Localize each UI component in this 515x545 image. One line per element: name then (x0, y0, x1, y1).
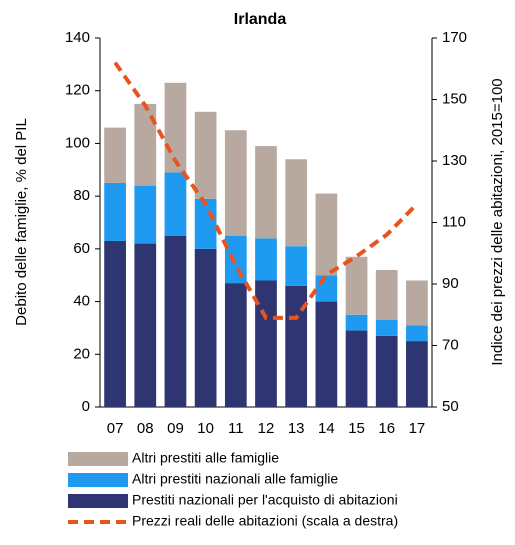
bar-segment (255, 238, 277, 281)
x-tick-label: 10 (197, 420, 214, 437)
bar-segment (345, 314, 368, 331)
bar-segment (164, 235, 187, 407)
bar-segment (134, 185, 157, 244)
bar-segment (194, 198, 217, 249)
legend-swatch (68, 494, 128, 508)
bar-segment (345, 256, 368, 315)
y-axis-label: Debito delle famiglie, % del PIL (13, 118, 30, 326)
bar-segment (285, 159, 308, 247)
y-tick-label: 60 (73, 240, 90, 257)
bar-segment (375, 269, 398, 321)
legend-label: Prezzi reali delle abitazioni (scala a d… (132, 513, 398, 529)
y2-tick-label: 150 (442, 90, 467, 107)
y-tick-label: 120 (65, 82, 90, 99)
legend-label: Altri prestiti alle famiglie (132, 450, 279, 466)
y-tick-label: 80 (73, 187, 90, 204)
bar-segment (224, 130, 247, 236)
x-tick-label: 15 (348, 420, 365, 437)
bar-segment (104, 182, 126, 241)
x-tick-label: 13 (288, 420, 305, 437)
y2-axis-label: Indice dei prezzi delle abitazioni, 2015… (489, 78, 506, 365)
x-tick-label: 11 (228, 420, 244, 437)
y-tick-label: 20 (73, 345, 90, 362)
y-tick-label: 0 (82, 398, 90, 415)
legend-swatch (68, 473, 128, 487)
y-tick-label: 100 (65, 134, 90, 151)
bar-segment (255, 146, 277, 239)
bar-segment (104, 240, 126, 407)
bar-segment (375, 320, 398, 336)
bar-segment (406, 325, 428, 342)
bar-segment (164, 172, 187, 236)
bar-segment (194, 248, 217, 407)
chart-title: Irlanda (234, 11, 287, 28)
x-tick-label: 17 (409, 420, 426, 437)
bar-segment (315, 275, 338, 302)
bar-segment (224, 283, 247, 407)
bar-segment (315, 301, 338, 407)
legend-swatch (68, 452, 128, 466)
bar-segment (134, 243, 157, 407)
y-tick-label: 140 (65, 29, 90, 46)
x-tick-label: 12 (258, 420, 275, 437)
y2-tick-label: 130 (442, 152, 467, 169)
bar-segment (406, 280, 428, 326)
bar-segment (315, 193, 338, 276)
x-tick-label: 16 (378, 420, 395, 437)
x-tick-label: 07 (107, 420, 124, 437)
legend-label: Prestiti nazionali per l'acquisto di abi… (132, 492, 398, 508)
x-tick-label: 08 (137, 420, 154, 437)
bar-segment (134, 103, 157, 186)
x-tick-label: 09 (167, 420, 184, 437)
x-tick-label: 14 (318, 420, 335, 437)
bar-segment (375, 335, 398, 407)
bar-segment (194, 111, 217, 199)
bar-segment (345, 330, 368, 407)
bar-segment (104, 127, 126, 183)
y2-tick-label: 110 (442, 213, 466, 230)
y-tick-label: 40 (73, 293, 90, 310)
bar-segment (285, 246, 308, 286)
y2-tick-label: 50 (442, 398, 459, 415)
y2-tick-label: 70 (442, 336, 459, 353)
y2-tick-label: 170 (442, 29, 467, 46)
y2-tick-label: 90 (442, 275, 459, 292)
bar-segment (406, 341, 428, 407)
legend-label: Altri prestiti nazionali alle famiglie (132, 471, 338, 487)
line-series (113, 61, 419, 320)
bar-segment (255, 280, 277, 407)
